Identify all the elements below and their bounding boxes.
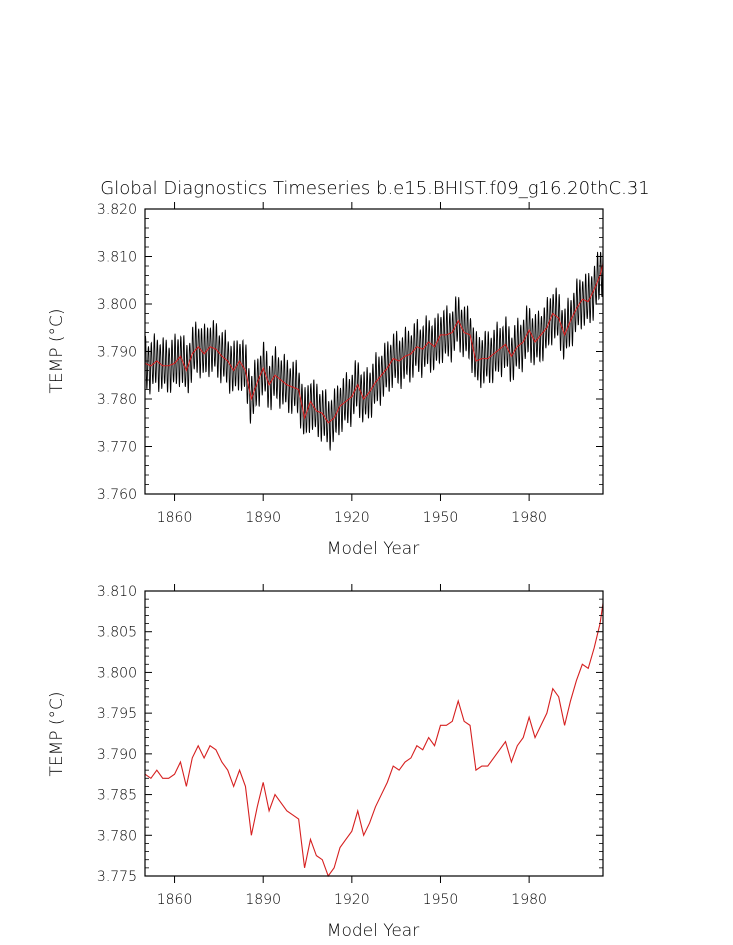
- top-x-axis-label: Model Year: [327, 539, 419, 559]
- top-y-axis-label: TEMP (°C): [47, 308, 67, 393]
- bottom-x-tick-label: 1860: [157, 892, 193, 908]
- top-x-tick-label: 1950: [423, 510, 459, 526]
- bottom-x-axis-label: Model Year: [327, 921, 419, 941]
- top-monthly-series-line: [144, 250, 604, 451]
- bottom-y-tick-label: 3.790: [97, 747, 137, 763]
- bottom-y-tick-label: 3.800: [97, 665, 137, 681]
- bottom-x-tick-label: 1980: [511, 892, 547, 908]
- top-x-tick-label: 1980: [511, 510, 547, 526]
- top-y-tick-label: 3.780: [97, 392, 137, 408]
- bottom-y-tick-label: 3.775: [97, 869, 137, 885]
- bottom-y-axis-label: TEMP (°C): [47, 691, 67, 776]
- top-y-tick-label: 3.820: [97, 202, 137, 218]
- bottom-y-tick-label: 3.805: [97, 625, 137, 641]
- top-panel: 3.760 3.770 3.780 3.790 3.800 3.810 3.820 1860 1…: [47, 202, 604, 559]
- bottom-y-tick-label: 3.785: [97, 788, 137, 804]
- bottom-y-tick-label: 3.810: [97, 584, 137, 600]
- bottom-plot-frame: [144, 590, 604, 877]
- bottom-plot-area: [144, 603, 604, 878]
- top-y-tick-label: 3.810: [97, 250, 137, 266]
- bottom-y-tick-label: 3.795: [97, 706, 137, 722]
- bottom-x-tick-label: 1920: [334, 892, 370, 908]
- top-annual-series-line: [144, 263, 604, 424]
- top-plot-area: [144, 250, 604, 451]
- top-y-tick-label: 3.800: [97, 297, 137, 313]
- bottom-x-tick-label: 1950: [423, 892, 459, 908]
- top-y-tick-label: 3.770: [97, 440, 137, 456]
- bottom-x-tick-label: 1890: [245, 892, 281, 908]
- bottom-ticks: 3.775 3.780 3.785 3.790 3.795 3.800 3.805 3.810…: [97, 584, 603, 908]
- top-x-tick-label: 1860: [157, 510, 193, 526]
- bottom-annual-series-line: [144, 603, 604, 878]
- bottom-panel: 3.775 3.780 3.785 3.790 3.795 3.800 3.805 3.810…: [47, 584, 604, 941]
- top-y-tick-label: 3.790: [97, 345, 137, 361]
- bottom-y-tick-label: 3.780: [97, 828, 137, 844]
- figure-title: Global Diagnostics Timeseries b.e15.BHIS…: [100, 178, 649, 199]
- top-ticks: 3.760 3.770 3.780 3.790 3.800 3.810 3.820 1860 1…: [97, 202, 603, 526]
- top-x-tick-label: 1920: [334, 510, 370, 526]
- top-y-tick-label: 3.760: [97, 487, 137, 503]
- top-x-tick-label: 1890: [245, 510, 281, 526]
